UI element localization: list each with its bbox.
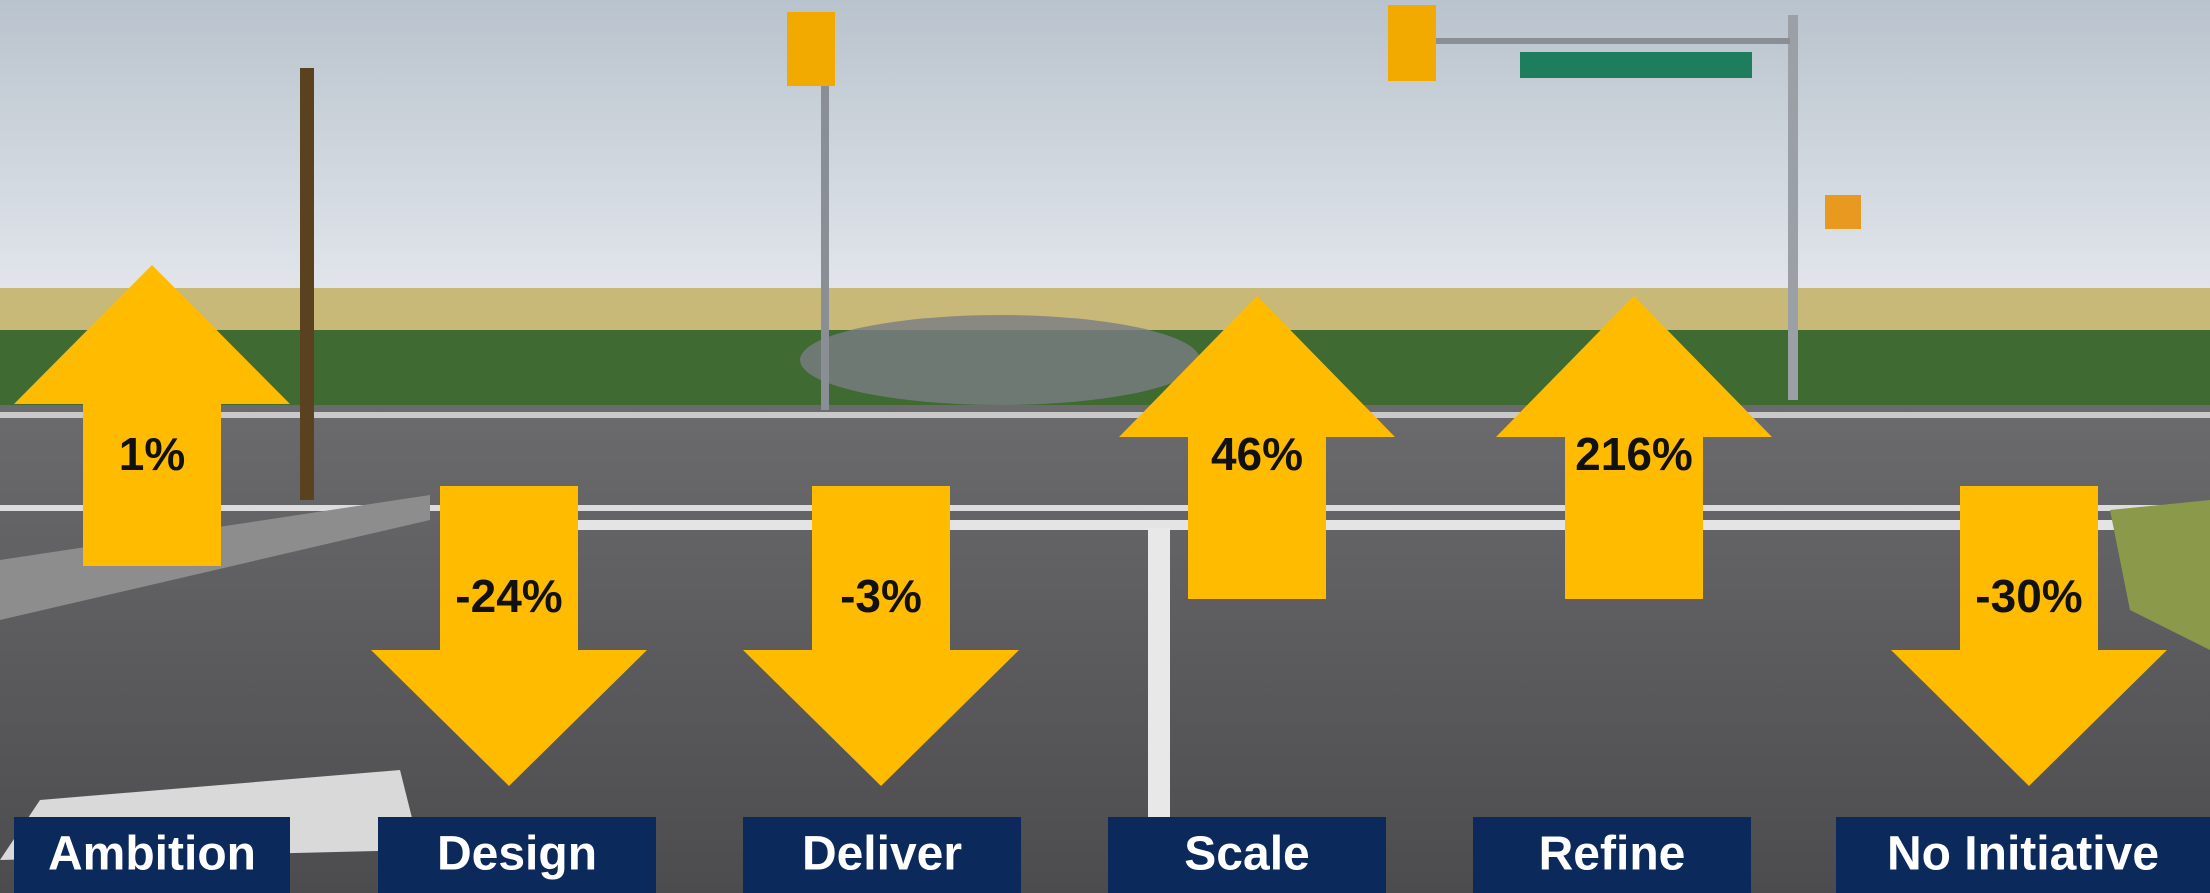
change-label: 216% [1575, 428, 1693, 480]
change-label: 1% [119, 428, 185, 480]
change-label: -24% [455, 570, 562, 622]
category-label: Ambition [48, 828, 256, 881]
change-label: -30% [1975, 570, 2082, 622]
background-photo [0, 0, 2210, 893]
category-label: Refine [1539, 828, 1686, 881]
change-label: -3% [840, 570, 922, 622]
category-label: Scale [1184, 828, 1309, 881]
category-label: Deliver [802, 828, 962, 881]
slide: 1% Ambition -24% Design -3% Deliver 46% Scale 21… [0, 0, 2210, 893]
category-label: No Initiative [1887, 828, 2159, 881]
category-label: Design [437, 828, 597, 881]
change-label: 46% [1211, 428, 1303, 480]
